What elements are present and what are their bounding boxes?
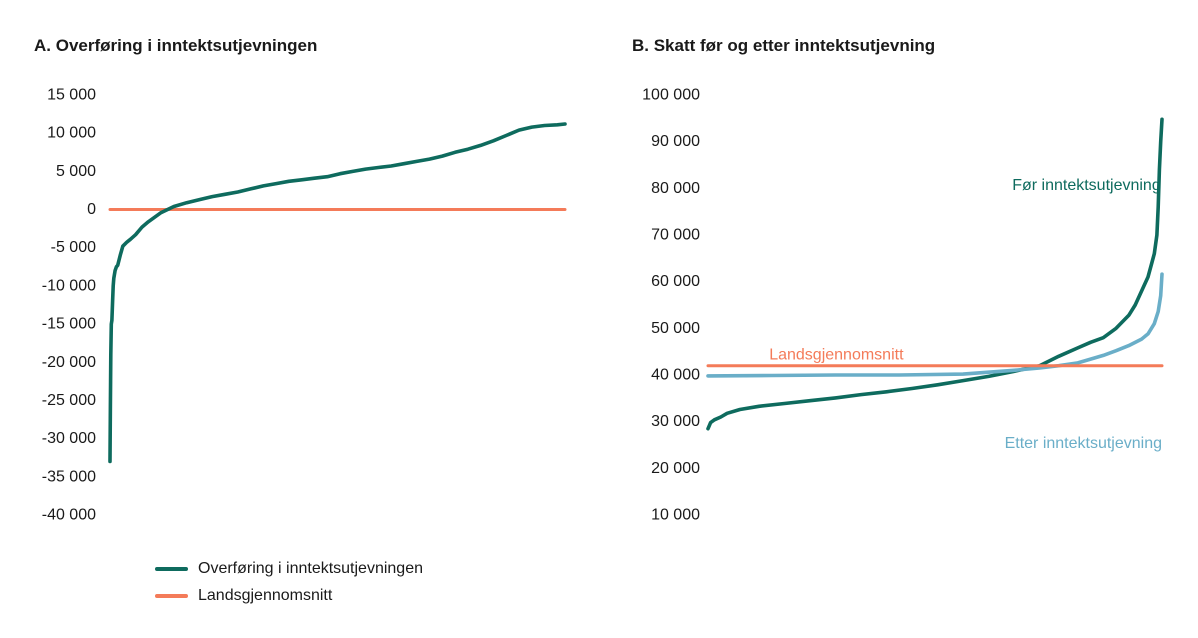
annotation-label: Landsgjennomsnitt (769, 346, 904, 363)
y-tick-label: -30 000 (42, 430, 96, 447)
y-tick-label: 90 000 (651, 133, 700, 150)
series-line-etter-inntektsutjevning (706, 272, 1164, 378)
y-tick-label: 20 000 (651, 460, 700, 477)
y-tick-label: 100 000 (642, 87, 700, 104)
y-tick-label: 50 000 (651, 320, 700, 337)
annotation-label: Før inntektsutjevning (1012, 177, 1161, 194)
legend-swatch-orange (155, 593, 188, 598)
y-tick-label: 60 000 (651, 273, 700, 290)
chart-b: 100 000 90 000 80 000 70 000 60 000 50 000 40 … (642, 87, 1164, 524)
y-tick-label: -20 000 (42, 354, 96, 371)
legend-swatch-teal (155, 566, 188, 571)
y-tick-label: -40 000 (42, 507, 96, 524)
y-tick-label: 0 (87, 201, 96, 218)
y-tick-label: -35 000 (42, 468, 96, 485)
y-tick-label: -10 000 (42, 277, 96, 294)
y-tick-label: 15 000 (47, 87, 96, 104)
y-tick-label: 70 000 (651, 227, 700, 244)
legend-item-transfer: Overføring i inntektsutjevningen (155, 555, 423, 582)
chart-a: 15 000 10 000 5 000 0 -5 000 -10 000 -15 000 -2… (42, 87, 567, 524)
legend-label-transfer: Overføring i inntektsutjevningen (198, 559, 423, 577)
y-tick-label: 40 000 (651, 367, 700, 384)
y-tick-label: -5 000 (51, 239, 96, 256)
y-tick-label: 10 000 (651, 507, 700, 524)
series-line-f-r-inntektsutjevning (706, 117, 1164, 431)
legend-label-average: Landsgjennomsnitt (198, 586, 333, 604)
y-tick-label: 10 000 (47, 125, 96, 142)
annotation-label: Etter inntektsutjevning (1005, 435, 1162, 452)
series-line-overf-ring-i-inntektsutjevningen (108, 122, 567, 464)
chart-a-legend: Overføring i inntektsutjevningen Landsgj… (155, 555, 423, 609)
legend-item-average: Landsgjennomsnitt (155, 582, 423, 609)
y-tick-label: -15 000 (42, 316, 96, 333)
chart-a-title: A. Overføring i inntektsutjevningen (34, 36, 318, 55)
y-tick-label: 5 000 (56, 163, 96, 180)
y-tick-label: 80 000 (651, 180, 700, 197)
y-tick-label: 30 000 (651, 413, 700, 430)
y-tick-label: -25 000 (42, 392, 96, 409)
chart-b-title: B. Skatt før og etter inntektsutjevning (632, 36, 936, 55)
